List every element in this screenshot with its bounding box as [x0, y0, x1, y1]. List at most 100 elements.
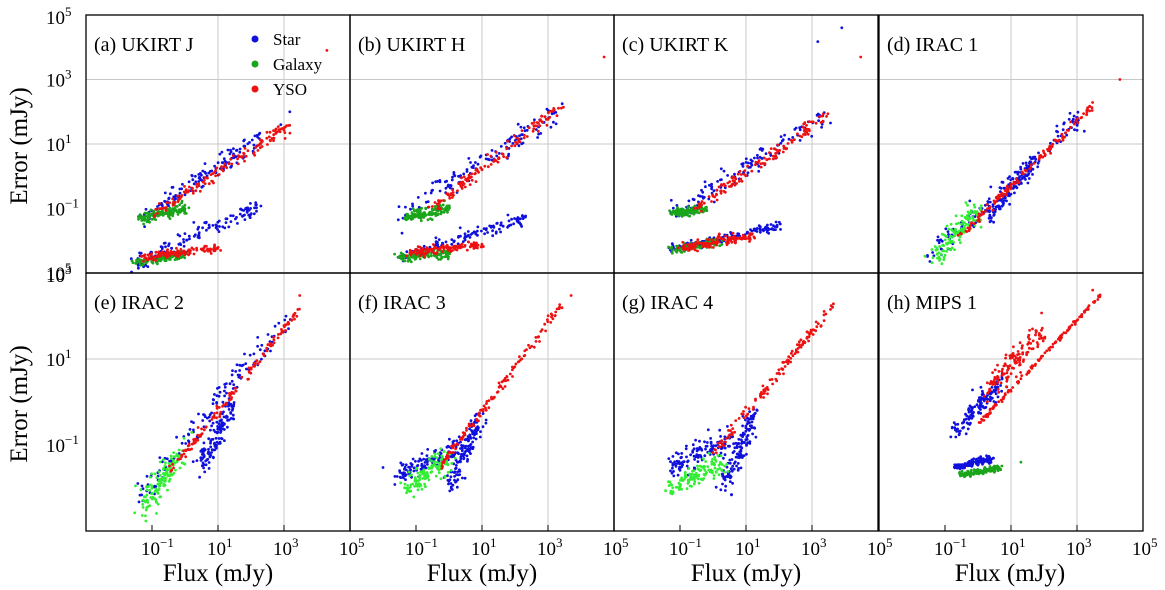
data-point — [543, 115, 547, 119]
data-point — [1020, 182, 1023, 185]
data-point — [425, 246, 429, 250]
data-point — [734, 241, 737, 245]
data-point — [942, 255, 946, 259]
data-point — [465, 248, 469, 252]
data-point — [820, 125, 823, 129]
data-point — [724, 437, 728, 440]
data-point — [468, 245, 472, 249]
data-point — [272, 133, 276, 137]
data-point — [686, 459, 690, 463]
data-point — [180, 194, 184, 197]
data-point — [723, 453, 727, 457]
data-point — [219, 410, 223, 414]
data-point — [143, 211, 147, 215]
data-point — [159, 245, 163, 249]
data-point — [694, 241, 698, 245]
data-point — [484, 406, 487, 410]
data-point — [1090, 109, 1094, 112]
x-tick-label: 103 — [801, 535, 827, 560]
data-point — [452, 471, 456, 474]
data-point — [218, 415, 222, 419]
data-point — [697, 205, 701, 209]
data-point — [212, 416, 216, 419]
data-point — [430, 459, 433, 463]
data-point — [702, 245, 705, 249]
data-point — [671, 462, 675, 465]
data-point — [266, 333, 270, 336]
data-point — [247, 366, 251, 370]
data-point — [425, 472, 429, 476]
panel-2: (b) UKIRT H — [349, 14, 615, 274]
data-point — [490, 395, 493, 399]
data-point — [949, 234, 953, 238]
data-point — [451, 188, 454, 192]
data-point — [769, 147, 773, 151]
data-point — [167, 254, 171, 258]
data-point — [746, 422, 749, 426]
data-point — [249, 202, 252, 205]
data-point — [782, 147, 786, 150]
data-point — [513, 144, 517, 148]
data-point — [709, 437, 712, 440]
data-point — [937, 251, 941, 255]
data-point — [431, 465, 434, 468]
data-point — [481, 412, 485, 415]
data-point — [689, 246, 693, 249]
data-point — [427, 457, 431, 461]
data-point — [1085, 113, 1088, 117]
data-point — [216, 427, 220, 431]
data-point — [989, 185, 993, 189]
data-point — [137, 266, 140, 270]
data-point — [769, 227, 773, 231]
data-point — [217, 422, 221, 425]
data-point — [517, 216, 520, 220]
data-point — [184, 188, 188, 192]
data-point — [287, 327, 290, 330]
data-point — [478, 414, 482, 418]
data-point — [954, 214, 958, 218]
data-point — [451, 249, 454, 252]
data-point — [470, 178, 474, 182]
data-point — [223, 226, 227, 230]
data-point — [223, 439, 226, 442]
data-point — [710, 187, 713, 191]
panel-4: (d) IRAC 1 — [878, 14, 1144, 274]
data-point — [204, 176, 207, 179]
data-point — [1118, 78, 1122, 81]
data-point — [215, 411, 219, 415]
data-point — [741, 454, 744, 458]
data-point — [966, 427, 970, 431]
data-point — [198, 434, 202, 438]
data-point — [1086, 106, 1089, 110]
data-point — [182, 452, 186, 456]
data-point — [465, 454, 469, 458]
data-point — [484, 408, 488, 412]
data-point — [680, 215, 684, 218]
data-point — [474, 161, 477, 164]
data-point — [165, 201, 169, 205]
x-tick-label: 105 — [603, 535, 629, 560]
data-point — [449, 485, 453, 489]
data-point — [466, 179, 470, 182]
data-point — [440, 256, 443, 260]
data-point — [446, 253, 449, 257]
data-point — [179, 248, 183, 251]
data-point — [744, 429, 748, 433]
data-point — [485, 400, 489, 403]
data-point — [708, 469, 712, 472]
data-point — [417, 216, 421, 220]
data-point — [463, 245, 467, 248]
data-point — [947, 227, 951, 231]
data-point — [805, 123, 808, 127]
data-point — [969, 209, 973, 212]
data-point — [138, 213, 142, 217]
data-point — [988, 220, 992, 224]
data-point — [1088, 105, 1092, 108]
data-point — [954, 423, 957, 426]
data-point — [744, 157, 748, 161]
data-point — [207, 226, 211, 230]
data-point — [702, 457, 705, 461]
data-point — [987, 216, 991, 220]
data-point — [409, 468, 412, 472]
data-point — [409, 214, 413, 218]
